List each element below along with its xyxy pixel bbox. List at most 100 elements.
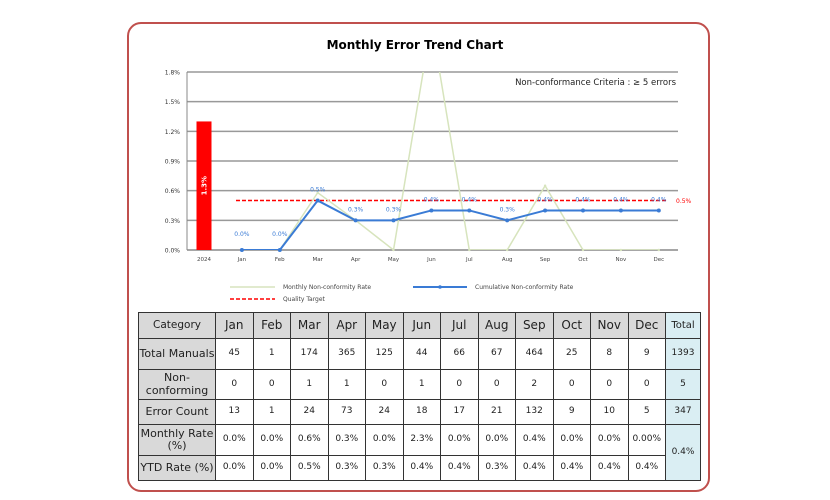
monthly-rate-point <box>392 248 395 252</box>
y-tick-label: 0.6% <box>165 188 181 195</box>
total-cell: 5 <box>665 369 701 400</box>
x-tick-label: 2024 <box>197 257 211 263</box>
column-header: Dec <box>627 312 666 339</box>
table-cell: 73 <box>327 399 366 425</box>
table-cell: 0.0% <box>590 424 629 456</box>
table-cell: 0.4% <box>440 455 479 481</box>
table-cell: 0.0% <box>552 424 591 456</box>
table-cell: 18 <box>402 399 441 425</box>
table-cell: 1 <box>327 369 366 400</box>
legend-monthly-label: Monthly Non-conformity Rate <box>283 284 371 291</box>
rate-total-cell: 0.4% <box>665 424 701 481</box>
cumulative-rate-label: 0.4% <box>462 196 478 203</box>
table-cell: 24 <box>290 399 329 425</box>
column-header: Nov <box>590 312 629 339</box>
table-cell: 0.0% <box>477 424 516 456</box>
x-tick-label: Jun <box>426 257 436 263</box>
table-cell: 0.4% <box>590 455 629 481</box>
table-cell: 0 <box>590 369 629 400</box>
table-cell: 0 <box>552 369 591 400</box>
table-cell: 0.00% <box>627 424 666 456</box>
column-header: Oct <box>552 312 591 339</box>
cumulative-rate-point <box>391 218 396 223</box>
table-cell: 0.3% <box>365 455 404 481</box>
cumulative-rate-label: 0.4% <box>651 196 667 203</box>
table-cell: 0.6% <box>290 424 329 456</box>
table-cell: 365 <box>327 338 366 370</box>
table-cell: 0.4% <box>552 455 591 481</box>
table-cell: 45 <box>215 338 254 370</box>
row-label: Total Manuals <box>138 338 216 370</box>
cumulative-rate-label: 0.4% <box>424 196 440 203</box>
legend-cumulative-marker <box>438 285 442 289</box>
column-header: Sep <box>515 312 554 339</box>
table-cell: 0 <box>252 369 291 400</box>
cumulative-rate-point <box>505 218 510 223</box>
x-tick-label: Aug <box>502 257 513 263</box>
monthly-rate-point <box>468 248 471 252</box>
table-cell: 1 <box>252 338 291 370</box>
column-header: Jun <box>402 312 441 339</box>
table-cell: 21 <box>477 399 516 425</box>
table-row: Monthly Rate (%) 0.0% 0.0% 0.6% 0.3% 0.0% 2.3%… <box>138 424 701 481</box>
table-cell: 2.3% <box>402 424 441 456</box>
monthly-rate-point <box>316 191 319 194</box>
monthly-rate-point <box>506 248 509 252</box>
table-row: YTD Rate (%) 0.0% 0.0% 0.5% 0.3% 0.3% 0.4% 0.4%… <box>138 455 701 481</box>
table-cell: 9 <box>627 338 666 370</box>
column-header: Feb <box>252 312 291 339</box>
table-cell: 25 <box>552 338 591 370</box>
cumulative-rate-point <box>429 208 434 213</box>
cumulative-rate-point <box>239 248 244 252</box>
table-cell: 0.4% <box>515 424 554 456</box>
column-header: Mar <box>290 312 329 339</box>
monthly-rate-line <box>241 72 659 250</box>
y-tick-label: 0.3% <box>165 218 181 225</box>
cumulative-rate-point <box>467 208 472 213</box>
table-cell: 0.4% <box>515 455 554 481</box>
table-cell: 174 <box>290 338 329 370</box>
total-cell: 347 <box>665 399 701 425</box>
table-cell: 0 <box>477 369 516 400</box>
criteria-annotation: Non-conformance Criteria : ≥ 5 errors <box>515 78 676 88</box>
monthly-rate-point <box>543 184 547 187</box>
x-tick-label: Sep <box>540 257 551 263</box>
row-label: Monthly Rate (%) <box>138 424 216 456</box>
table-cell: 17 <box>440 399 479 425</box>
table-cell: 125 <box>365 338 404 370</box>
legend-target-label: Quality Target <box>283 296 326 303</box>
cumulative-rate-line <box>241 199 659 250</box>
x-tick-label: Feb <box>275 257 285 263</box>
column-header: May <box>365 312 404 339</box>
cumulative-rate-point <box>277 248 282 252</box>
cumulative-rate-label: 0.3% <box>386 206 402 213</box>
cumulative-rate-point <box>656 208 661 213</box>
table-cell: 1 <box>402 369 441 400</box>
cumulative-rate-label: 0.3% <box>348 206 364 213</box>
y-tick-label: 1.5% <box>165 99 181 106</box>
monthly-rate-point <box>657 248 660 252</box>
x-tick-label: Oct <box>578 257 588 263</box>
column-header: Aug <box>477 312 516 339</box>
table-cell: 0.0% <box>215 424 254 456</box>
table-row: Error Count 13 1 24 73 24 18 17 21 132 9 10 5 347 <box>138 399 701 425</box>
row-label: YTD Rate (%) <box>138 455 216 481</box>
table-cell: 0.4% <box>402 455 441 481</box>
monthly-rate-point <box>581 248 585 252</box>
table-cell: 0.0% <box>440 424 479 456</box>
table-cell: 0 <box>215 369 254 400</box>
cumulative-rate-label: 0.0% <box>272 231 288 238</box>
column-header: Total <box>665 312 701 339</box>
table-cell: 44 <box>402 338 441 370</box>
table-cell: 5 <box>627 399 666 425</box>
table-cell: 1 <box>252 399 291 425</box>
table-cell: 0 <box>627 369 666 400</box>
x-tick-label: Apr <box>351 257 361 263</box>
y-tick-label: 0.0% <box>165 248 181 255</box>
table-cell: 10 <box>590 399 629 425</box>
bar-label: 1.3% <box>201 176 209 195</box>
cumulative-rate-label: 0.0% <box>234 231 250 238</box>
table-cell: 0.3% <box>327 455 366 481</box>
row-label: Error Count <box>138 399 216 425</box>
cumulative-rate-point <box>353 218 358 223</box>
